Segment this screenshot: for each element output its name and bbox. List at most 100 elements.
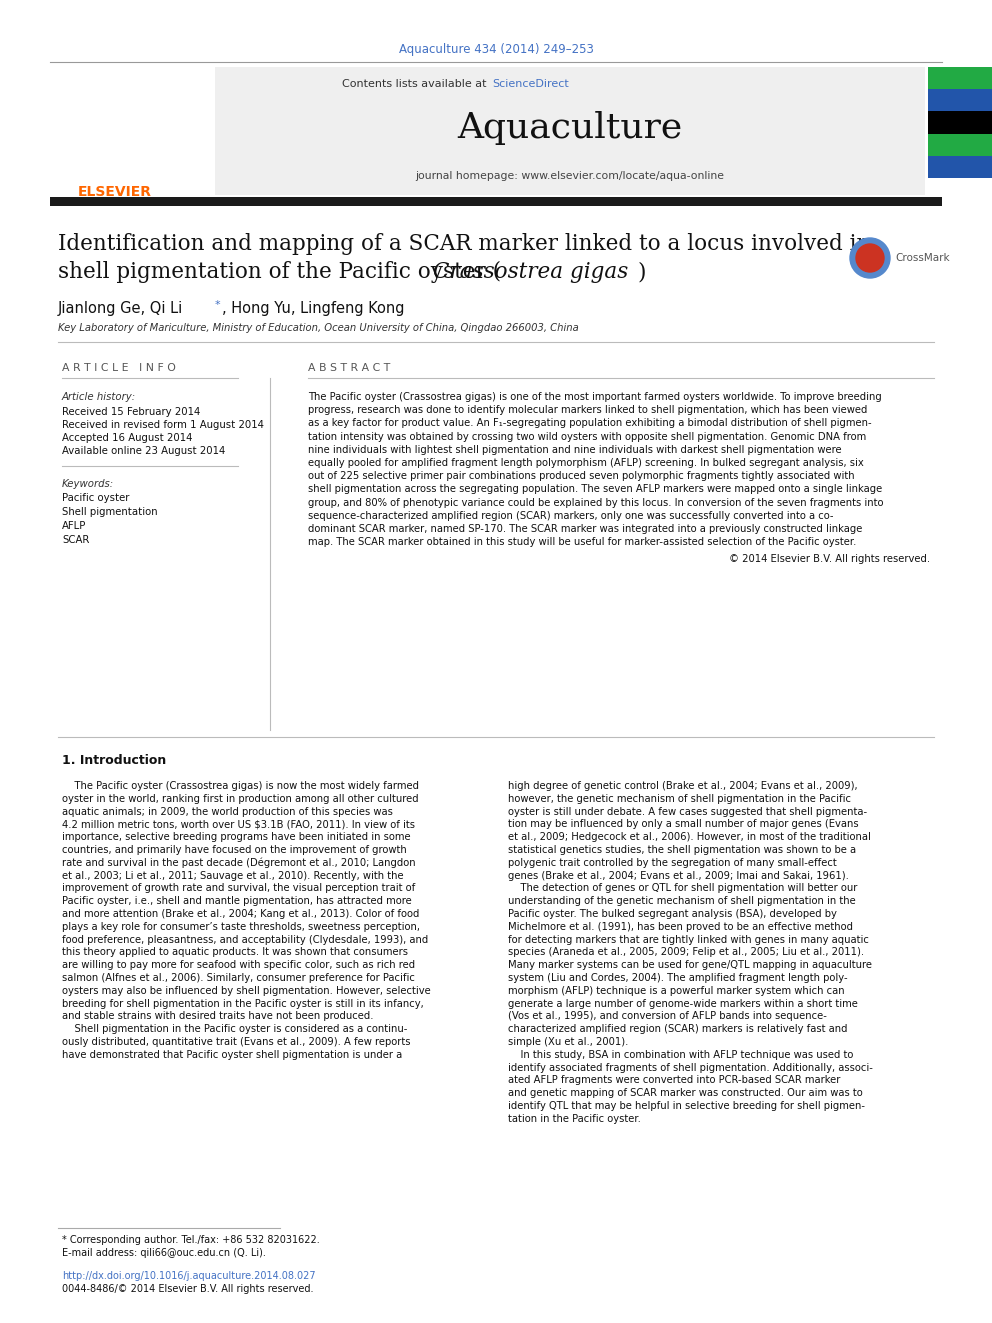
FancyBboxPatch shape (928, 134, 992, 156)
Text: Aquaculture: Aquaculture (457, 111, 682, 146)
Text: Key Laboratory of Mariculture, Ministry of Education, Ocean University of China,: Key Laboratory of Mariculture, Ministry … (58, 323, 578, 333)
Text: understanding of the genetic mechanism of shell pigmentation in the: understanding of the genetic mechanism o… (508, 896, 856, 906)
Text: Jianlong Ge, Qi Li: Jianlong Ge, Qi Li (58, 300, 187, 315)
Text: (Vos et al., 1995), and conversion of AFLP bands into sequence-: (Vos et al., 1995), and conversion of AF… (508, 1011, 827, 1021)
Text: © 2014 Elsevier B.V. All rights reserved.: © 2014 Elsevier B.V. All rights reserved… (729, 554, 930, 565)
Text: Michelmore et al. (1991), has been proved to be an effective method: Michelmore et al. (1991), has been prove… (508, 922, 853, 931)
Text: tion may be influenced by only a small number of major genes (Evans: tion may be influenced by only a small n… (508, 819, 859, 830)
Text: http://dx.doi.org/10.1016/j.aquaculture.2014.08.027: http://dx.doi.org/10.1016/j.aquaculture.… (62, 1271, 315, 1281)
Text: oyster in the world, ranking first in production among all other cultured: oyster in the world, ranking first in pr… (62, 794, 419, 804)
Text: and stable strains with desired traits have not been produced.: and stable strains with desired traits h… (62, 1011, 374, 1021)
Text: morphism (AFLP) technique is a powerful marker system which can: morphism (AFLP) technique is a powerful … (508, 986, 844, 996)
Text: characterized amplified region (SCAR) markers is relatively fast and: characterized amplified region (SCAR) ma… (508, 1024, 847, 1035)
Text: progress, research was done to identify molecular markers linked to shell pigmen: progress, research was done to identify … (308, 405, 867, 415)
Text: high degree of genetic control (Brake et al., 2004; Evans et al., 2009),: high degree of genetic control (Brake et… (508, 781, 858, 791)
Text: species (Araneda et al., 2005, 2009; Felip et al., 2005; Liu et al., 2011).: species (Araneda et al., 2005, 2009; Fel… (508, 947, 864, 958)
Circle shape (850, 238, 890, 278)
Text: Pacific oyster. The bulked segregant analysis (BSA), developed by: Pacific oyster. The bulked segregant ana… (508, 909, 837, 919)
Text: AFLP: AFLP (62, 521, 86, 531)
FancyBboxPatch shape (50, 67, 213, 200)
Text: aquatic animals; in 2009, the world production of this species was: aquatic animals; in 2009, the world prod… (62, 807, 393, 816)
Text: *: * (215, 300, 220, 310)
Text: Contents lists available at: Contents lists available at (342, 79, 490, 89)
Text: shell pigmentation of the Pacific oyster (: shell pigmentation of the Pacific oyster… (58, 261, 501, 283)
Text: The detection of genes or QTL for shell pigmentation will better our: The detection of genes or QTL for shell … (508, 884, 857, 893)
FancyBboxPatch shape (215, 67, 925, 194)
Text: breeding for shell pigmentation in the Pacific oyster is still in its infancy,: breeding for shell pigmentation in the P… (62, 999, 424, 1008)
Text: journal homepage: www.elsevier.com/locate/aqua-online: journal homepage: www.elsevier.com/locat… (416, 171, 724, 181)
Text: et al., 2003; Li et al., 2011; Sauvage et al., 2010). Recently, with the: et al., 2003; Li et al., 2011; Sauvage e… (62, 871, 404, 881)
Text: group, and 80% of phenotypic variance could be explained by this locus. In conve: group, and 80% of phenotypic variance co… (308, 497, 884, 508)
Text: equally pooled for amplified fragment length polymorphism (AFLP) screening. In b: equally pooled for amplified fragment le… (308, 458, 864, 468)
Text: identify associated fragments of shell pigmentation. Additionally, associ-: identify associated fragments of shell p… (508, 1062, 873, 1073)
Text: , Hong Yu, Lingfeng Kong: , Hong Yu, Lingfeng Kong (222, 300, 405, 315)
Text: Pacific oyster, i.e., shell and mantle pigmentation, has attracted more: Pacific oyster, i.e., shell and mantle p… (62, 896, 412, 906)
Text: A R T I C L E   I N F O: A R T I C L E I N F O (62, 363, 176, 373)
Circle shape (856, 243, 884, 273)
Text: and more attention (Brake et al., 2004; Kang et al., 2013). Color of food: and more attention (Brake et al., 2004; … (62, 909, 420, 919)
Text: Article history:: Article history: (62, 392, 136, 402)
Text: Received 15 February 2014: Received 15 February 2014 (62, 407, 200, 417)
Text: shell pigmentation across the segregating population. The seven AFLP markers wer: shell pigmentation across the segregatin… (308, 484, 882, 495)
FancyBboxPatch shape (928, 177, 992, 200)
Text: Identification and mapping of a SCAR marker linked to a locus involved in: Identification and mapping of a SCAR mar… (58, 233, 870, 255)
Text: oysters may also be influenced by shell pigmentation. However, selective: oysters may also be influenced by shell … (62, 986, 431, 996)
Text: Shell pigmentation in the Pacific oyster is considered as a continu-: Shell pigmentation in the Pacific oyster… (62, 1024, 408, 1035)
Text: food preference, pleasantness, and acceptability (Clydesdale, 1993), and: food preference, pleasantness, and accep… (62, 934, 429, 945)
Text: ELSEVIER: ELSEVIER (78, 185, 152, 198)
Text: Keywords:: Keywords: (62, 479, 114, 490)
FancyBboxPatch shape (928, 89, 992, 111)
Text: * Corresponding author. Tel./fax: +86 532 82031622.: * Corresponding author. Tel./fax: +86 53… (62, 1234, 319, 1245)
Text: for detecting markers that are tightly linked with genes in many aquatic: for detecting markers that are tightly l… (508, 934, 869, 945)
Text: CrossMark: CrossMark (895, 253, 949, 263)
Text: Shell pigmentation: Shell pigmentation (62, 507, 158, 517)
Text: improvement of growth rate and survival, the visual perception trait of: improvement of growth rate and survival,… (62, 884, 416, 893)
Text: have demonstrated that Pacific oyster shell pigmentation is under a: have demonstrated that Pacific oyster sh… (62, 1049, 402, 1060)
Text: Crassostrea gigas: Crassostrea gigas (433, 261, 628, 283)
Text: this theory applied to aquatic products. It was shown that consumers: this theory applied to aquatic products.… (62, 947, 408, 958)
Text: however, the genetic mechanism of shell pigmentation in the Pacific: however, the genetic mechanism of shell … (508, 794, 851, 804)
Text: 4.2 million metric tons, worth over US $3.1B (FAO, 2011). In view of its: 4.2 million metric tons, worth over US $… (62, 819, 415, 830)
Text: sequence-characterized amplified region (SCAR) markers, only one was successfull: sequence-characterized amplified region … (308, 511, 833, 521)
Text: map. The SCAR marker obtained in this study will be useful for marker-assisted s: map. The SCAR marker obtained in this st… (308, 537, 856, 548)
Text: ated AFLP fragments were converted into PCR-based SCAR marker: ated AFLP fragments were converted into … (508, 1076, 840, 1085)
Text: A B S T R A C T: A B S T R A C T (308, 363, 390, 373)
FancyBboxPatch shape (50, 197, 942, 206)
Text: Many marker systems can be used for gene/QTL mapping in aquaculture: Many marker systems can be used for gene… (508, 960, 872, 970)
Text: countries, and primarily have focused on the improvement of growth: countries, and primarily have focused on… (62, 845, 407, 855)
Text: tation in the Pacific oyster.: tation in the Pacific oyster. (508, 1114, 641, 1123)
Text: Aquaculture 434 (2014) 249–253: Aquaculture 434 (2014) 249–253 (399, 44, 593, 57)
Text: 0044-8486/© 2014 Elsevier B.V. All rights reserved.: 0044-8486/© 2014 Elsevier B.V. All right… (62, 1285, 313, 1294)
Text: Available online 23 August 2014: Available online 23 August 2014 (62, 446, 225, 456)
Text: as a key factor for product value. An F₁-segregating population exhibiting a bim: as a key factor for product value. An F₁… (308, 418, 872, 429)
Text: statistical genetics studies, the shell pigmentation was shown to be a: statistical genetics studies, the shell … (508, 845, 856, 855)
FancyBboxPatch shape (928, 67, 992, 200)
Text: ously distributed, quantitative trait (Evans et al., 2009). A few reports: ously distributed, quantitative trait (E… (62, 1037, 411, 1046)
Text: ScienceDirect: ScienceDirect (492, 79, 568, 89)
Text: The Pacific oyster (Crassostrea gigas) is one of the most important farmed oyste: The Pacific oyster (Crassostrea gigas) i… (308, 392, 882, 402)
Text: dominant SCAR marker, named SP-170. The SCAR marker was integrated into a previo: dominant SCAR marker, named SP-170. The … (308, 524, 862, 534)
Text: plays a key role for consumer’s taste thresholds, sweetness perception,: plays a key role for consumer’s taste th… (62, 922, 420, 931)
Text: oyster is still under debate. A few cases suggested that shell pigmenta-: oyster is still under debate. A few case… (508, 807, 867, 816)
Text: Received in revised form 1 August 2014: Received in revised form 1 August 2014 (62, 419, 264, 430)
Text: system (Liu and Cordes, 2004). The amplified fragment length poly-: system (Liu and Cordes, 2004). The ampli… (508, 972, 847, 983)
Text: importance, selective breeding programs have been initiated in some: importance, selective breeding programs … (62, 832, 411, 843)
Text: ): ) (637, 261, 646, 283)
Text: salmon (Alfnes et al., 2006). Similarly, consumer preference for Pacific: salmon (Alfnes et al., 2006). Similarly,… (62, 972, 415, 983)
Text: The Pacific oyster (Crassostrea gigas) is now the most widely farmed: The Pacific oyster (Crassostrea gigas) i… (62, 781, 419, 791)
Text: nine individuals with lightest shell pigmentation and nine individuals with dark: nine individuals with lightest shell pig… (308, 445, 841, 455)
FancyBboxPatch shape (928, 111, 992, 134)
Text: rate and survival in the past decade (Dégremont et al., 2010; Langdon: rate and survival in the past decade (Dé… (62, 857, 416, 868)
Text: tation intensity was obtained by crossing two wild oysters with opposite shell p: tation intensity was obtained by crossin… (308, 431, 866, 442)
FancyBboxPatch shape (928, 67, 992, 89)
Text: SCAR: SCAR (62, 534, 89, 545)
Text: Accepted 16 August 2014: Accepted 16 August 2014 (62, 433, 192, 443)
Text: E-mail address: qili66@ouc.edu.cn (Q. Li).: E-mail address: qili66@ouc.edu.cn (Q. Li… (62, 1248, 266, 1258)
Text: out of 225 selective primer pair combinations produced seven polymorphic fragmen: out of 225 selective primer pair combina… (308, 471, 855, 482)
Text: In this study, BSA in combination with AFLP technique was used to: In this study, BSA in combination with A… (508, 1049, 853, 1060)
Text: genes (Brake et al., 2004; Evans et al., 2009; Imai and Sakai, 1961).: genes (Brake et al., 2004; Evans et al.,… (508, 871, 849, 881)
Text: 1. Introduction: 1. Introduction (62, 754, 167, 766)
Text: simple (Xu et al., 2001).: simple (Xu et al., 2001). (508, 1037, 628, 1046)
FancyBboxPatch shape (928, 156, 992, 177)
Text: generate a large number of genome-wide markers within a short time: generate a large number of genome-wide m… (508, 999, 858, 1008)
